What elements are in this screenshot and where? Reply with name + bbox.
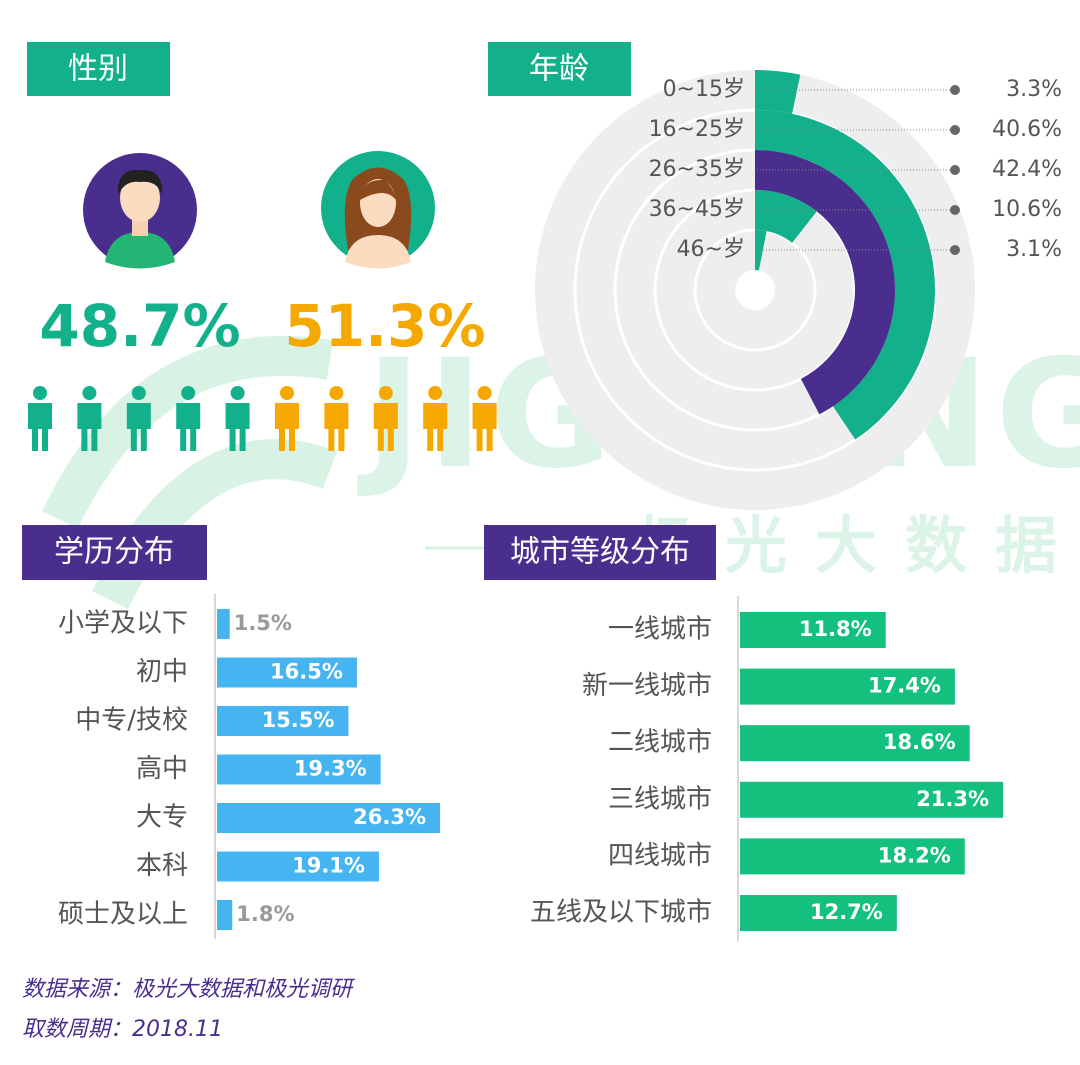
person-body	[126, 403, 151, 451]
bar	[217, 851, 379, 882]
chart-title: 年龄	[529, 52, 589, 87]
leader-dot	[950, 245, 960, 255]
male-avatar	[83, 153, 197, 269]
radial-hole	[735, 270, 775, 310]
header-box	[22, 525, 207, 580]
category-label: 26~35岁	[649, 157, 745, 182]
person-head	[230, 386, 245, 400]
person-body	[225, 403, 250, 451]
category-label: 初中	[136, 657, 188, 687]
person-body	[472, 403, 497, 451]
value-label: 19.3%	[294, 757, 367, 781]
bar	[217, 657, 357, 688]
category-label: 0~15岁	[663, 77, 745, 102]
bar	[217, 803, 441, 833]
footer-period: 取数周期：2018.11	[22, 1017, 223, 1042]
category-label: 五线及以下城市	[530, 898, 712, 928]
value-label: 21.3%	[916, 787, 989, 811]
person-body	[275, 403, 299, 451]
person-body	[423, 403, 448, 451]
category-label: 大专	[136, 803, 188, 833]
value-label: 42.4%	[992, 157, 1062, 182]
bar	[217, 609, 230, 639]
person-group	[275, 386, 497, 451]
person-group	[28, 386, 250, 451]
person-body	[373, 403, 398, 451]
leader-dot	[950, 205, 960, 215]
chart-title: 性别	[68, 52, 128, 87]
radial-bar	[755, 70, 801, 114]
value-label: 48.7%	[39, 292, 240, 360]
value-label: 18.2%	[878, 843, 951, 867]
category-label: 新一线城市	[582, 671, 712, 701]
bar	[217, 754, 381, 785]
value-label: 51.3%	[284, 292, 485, 360]
category-label: 46~岁	[677, 237, 745, 262]
bar	[740, 725, 970, 762]
category-label: 四线城市	[608, 841, 712, 871]
bar	[217, 706, 349, 736]
person-body	[28, 403, 52, 451]
person-head	[378, 386, 393, 400]
value-label: 11.8%	[799, 617, 872, 641]
value-label: 1.8%	[236, 902, 294, 926]
value-label: 17.4%	[868, 674, 941, 698]
person-head	[33, 386, 47, 400]
category-label: 一线城市	[608, 615, 712, 645]
person-body	[176, 403, 201, 451]
bar	[740, 838, 965, 875]
category-label: 硕士及以上	[58, 900, 188, 930]
value-label: 26.3%	[353, 805, 426, 829]
female-avatar	[321, 151, 435, 269]
value-label: 1.5%	[234, 611, 292, 635]
person-head	[82, 386, 97, 400]
footer-source: 数据来源：极光大数据和极光调研	[22, 977, 356, 1002]
header-box	[488, 42, 631, 96]
category-label: 本科	[136, 851, 188, 881]
leader-dot	[950, 85, 960, 95]
person-head	[181, 386, 196, 400]
person-head	[329, 386, 344, 400]
category-label: 小学及以下	[58, 609, 188, 639]
leader-dot	[950, 125, 960, 135]
category-label: 16~25岁	[649, 117, 745, 142]
category-label: 二线城市	[608, 728, 712, 758]
value-label: 16.5%	[270, 660, 343, 684]
value-label: 18.6%	[883, 730, 956, 754]
category-label: 中专/技校	[75, 706, 188, 736]
person-body	[77, 403, 102, 451]
person-head	[280, 386, 294, 400]
leader-dot	[950, 165, 960, 175]
radial-bar	[755, 190, 817, 243]
header-box	[27, 42, 170, 96]
category-label: 36~45岁	[649, 197, 745, 222]
header-box	[484, 525, 716, 580]
person-head	[428, 386, 443, 400]
bar	[740, 612, 886, 648]
person-head	[131, 386, 146, 400]
category-label: 高中	[136, 754, 188, 784]
bar	[740, 668, 955, 705]
value-label: 40.6%	[992, 117, 1062, 142]
chart-title: 城市等级分布	[510, 535, 690, 570]
value-label: 10.6%	[992, 197, 1062, 222]
value-label: 19.1%	[292, 854, 365, 878]
bar	[740, 895, 897, 931]
value-label: 12.7%	[810, 900, 883, 924]
value-label: 15.5%	[262, 708, 335, 732]
chart-title: 学历分布	[54, 535, 174, 570]
person-head	[477, 386, 492, 400]
value-label: 3.3%	[1006, 77, 1062, 102]
radial-bar	[755, 110, 935, 440]
value-label: 3.1%	[1006, 237, 1062, 262]
bar	[217, 900, 233, 930]
bar	[740, 781, 1004, 818]
radial-bar	[755, 150, 896, 415]
category-label: 三线城市	[608, 784, 712, 814]
person-body	[324, 403, 349, 451]
